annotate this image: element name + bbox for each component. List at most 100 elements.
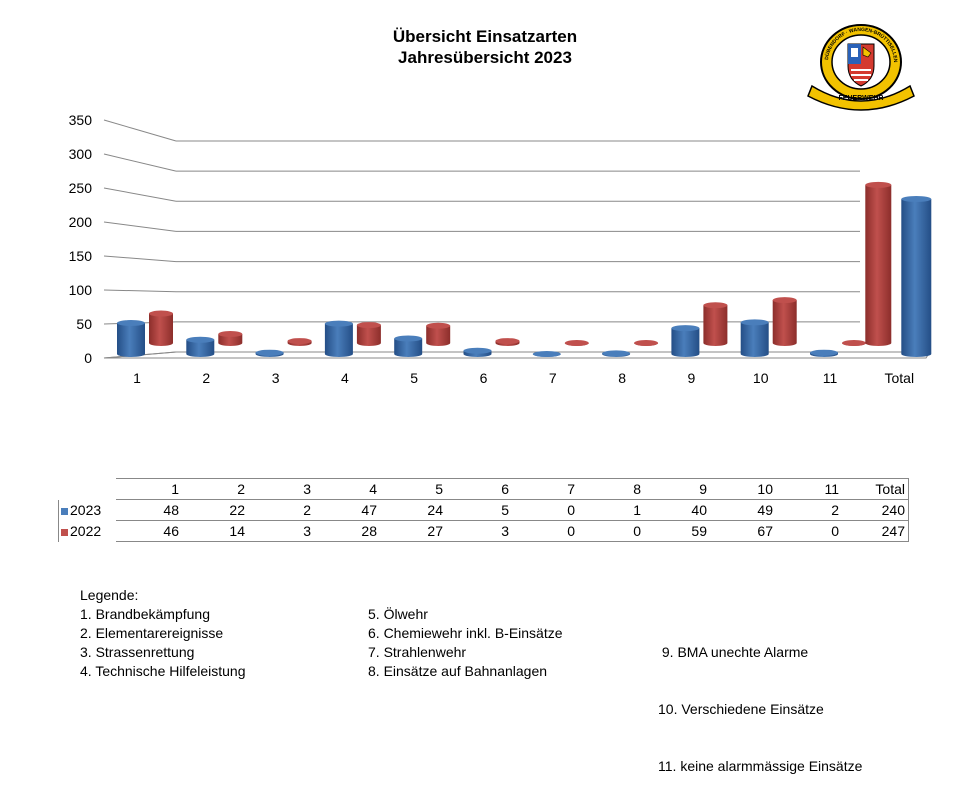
legend-column-1: 1. Brandbekämpfung 2. Elementarereigniss… [80,605,246,681]
bar-2022 [842,340,866,346]
y-tick-label: 350 [69,112,93,128]
legend-item: 5. Ölwehr [368,606,428,622]
legend-item: 3. Strassenrettung [80,644,195,660]
x-tick-label: 10 [753,370,769,386]
table-row-label: 2022 [58,520,116,542]
table-cell: 3 [446,520,512,542]
table-row-label: 2023 [58,499,116,521]
bar-2023 [394,335,423,357]
title-line-2: Jahresübersicht 2023 [398,48,572,67]
gridline-diagonal [103,255,177,263]
legend-item: 10. Verschiedene Einsätze [658,701,824,717]
table-header-cell: 5 [380,478,446,500]
table-header-cell: 6 [446,478,512,500]
table-cell: 14 [182,520,248,542]
gridline-diagonal [103,119,177,142]
bar-2023 [671,325,700,357]
y-tick-label: 200 [69,214,93,230]
y-tick-label: 300 [69,146,93,162]
y-tick-label: 150 [69,248,93,264]
y-tick-label: 250 [69,180,93,196]
bar-2022 [218,331,243,346]
table-cell: 3 [248,520,314,542]
legend-item: 2. Elementarereignisse [80,625,224,641]
table-header-cell: 7 [512,478,578,500]
table-cell: 28 [314,520,380,542]
x-tick-label: 4 [341,370,349,386]
gridline-diagonal [103,221,177,232]
bar-2023 [901,196,932,357]
row-label-text: 2023 [70,502,102,518]
bar-2023 [740,319,769,357]
x-tick-label: 8 [618,370,626,386]
table-cell: 1 [578,499,644,521]
legend-item: 11. keine alarmmässige Einsätze [658,758,863,774]
table-cell: 2 [248,499,314,521]
bar-2022 [772,297,797,346]
table-cell: 59 [644,520,710,542]
bar-2022 [564,340,589,346]
table-cell: 2 [776,499,842,521]
x-tick-label: 11 [823,370,838,386]
row-label-text: 2022 [70,523,102,539]
legend-item: 4. Technische Hilfeleistung [80,663,246,679]
bar-2023 [602,350,631,357]
table-cell: 24 [380,499,446,521]
legend-item: 1. Brandbekämpfung [80,606,210,622]
chart-floor [103,351,931,359]
x-tick-label: 3 [272,370,280,386]
table-cell: 67 [710,520,776,542]
data-table: 1 2 3 4 5 6 7 8 9 10 11 Total 2023 48 22 2 47 24 5 0 1 40 49… [58,478,909,542]
gridline-diagonal [103,187,177,202]
bar-2023 [810,349,838,357]
x-tick-label: 7 [549,370,557,386]
legend-column-3: 9. BMA unechte Alarme 10. Verschiedene E… [658,605,862,795]
legend-item: 7. Strahlenwehr [368,644,467,660]
x-tick-label: Total [885,370,915,386]
bar-2022 [634,340,659,346]
table-cell: 240 [842,499,909,521]
x-tick-label: 1 [133,370,141,386]
legend-item: 9. BMA unechte Alarme [658,644,809,660]
legend-item: 6. Chemiewehr inkl. B-Einsätze [368,625,563,641]
bar-2023 [463,347,492,357]
table-cell: 5 [446,499,512,521]
bar-2022 [287,338,312,346]
bar-2023 [186,336,215,357]
bar-2022 [356,322,381,346]
title-line-1: Übersicht Einsatzarten [392,27,578,46]
x-tick-label: 9 [688,370,696,386]
table-cell: 0 [776,520,842,542]
table-cell: 27 [380,520,446,542]
table-corner [59,479,117,500]
legend-title: Legende: [80,587,139,603]
bar-2023 [255,349,284,357]
table-cell: 47 [314,499,380,521]
svg-text:FEUERWEHR: FEUERWEHR [839,95,884,102]
table-header-cell: 11 [776,478,842,500]
swatch-2022 [61,528,68,536]
table-row: 2022 46 14 3 28 27 3 0 0 59 67 0 247 [58,520,909,542]
table-cell: 46 [116,520,182,542]
table-header-cell: Total [842,478,909,500]
swatch-2023 [61,507,68,515]
x-tick-label: 5 [410,370,418,386]
fire-brigade-badge-logo: FEUERWEHR DÜBENDORF · WANGEN-BRÜTTISELLE… [807,24,915,111]
bar-2023 [117,320,145,357]
y-tick-label: 100 [69,282,93,298]
bar-2022 [495,338,520,346]
bar-2023 [324,320,353,357]
table-cell: 247 [842,520,909,542]
bar-2022 [703,302,728,346]
gridline-diagonal [103,153,177,172]
y-tick-label: 50 [76,316,92,332]
bar-2022 [865,181,892,346]
legend-column-2: 5. Ölwehr 6. Chemiewehr inkl. B-Einsätze… [368,605,563,681]
table-cell: 49 [710,499,776,521]
table-header-cell: 4 [314,478,380,500]
table-cell: 0 [512,499,578,521]
table-row: 2023 48 22 2 47 24 5 0 1 40 49 2 240 [58,499,909,521]
bar-chart: 0 50 100 150 200 250 300 350 1 2 3 4 5 6 [69,112,932,386]
y-tick-label: 0 [84,350,92,366]
table-header-cell: 1 [116,478,182,500]
